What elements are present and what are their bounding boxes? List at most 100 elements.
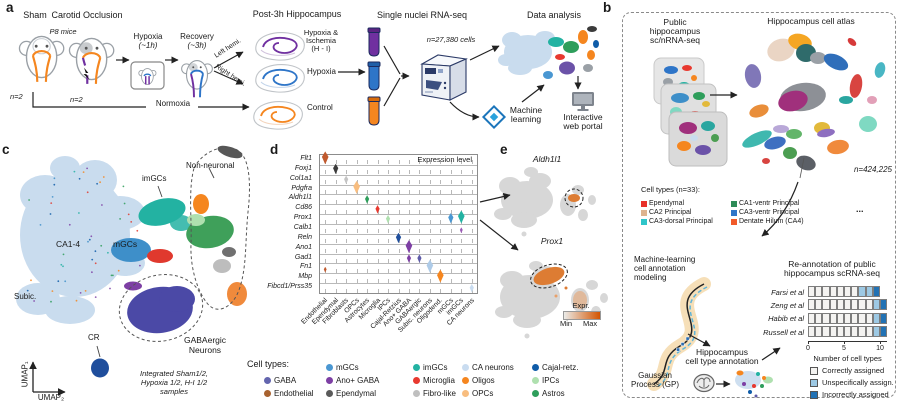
gene-label: Col1a1 [289,174,312,182]
p8-mice-label: P8 mice [49,27,77,36]
violin-baseline-tick [346,209,348,214]
violin-baseline-tick [419,170,421,175]
violin-baseline-tick [367,170,369,175]
gabaergic-label-2: Neurons [188,345,222,355]
legend-label: CA3-dorsal Principal [649,218,713,225]
violin-baseline-tick [471,249,473,254]
control-sample-label: Control [307,103,333,112]
violin-baseline-tick [356,278,358,283]
violin-glyph [375,205,380,214]
hi-label-2: Ischemia [305,36,336,45]
recovery-duration-label: (~3h) [187,41,207,50]
violin-baseline-tick [450,160,452,165]
legend-swatch [731,219,737,225]
machine-learning-label-1: Machine [509,105,543,115]
cell-type-label: Oligos [472,376,495,385]
violin-baseline-tick [367,278,369,283]
bar-legend-label: Correctly assigned [822,365,885,375]
legend-label: CA1-ventr Principal [739,200,800,207]
bar-legend-label: Unspecifically assign. [822,377,894,387]
cell-type-dot [264,390,271,397]
expression-level-title: Expression level [417,155,472,164]
violin-baseline-tick [367,229,369,234]
tube-hi-icon [367,27,381,57]
violin-baseline-tick [356,258,358,263]
violin-baseline-tick [398,160,400,165]
gene-label: Calb1 [293,224,312,231]
violin-baseline-tick [377,258,379,263]
bar-unit [880,299,888,311]
bar-unit [865,326,873,338]
violin-baseline-tick [367,258,369,263]
bar-legend-swatch [810,378,818,387]
cell-type-dot [413,377,420,384]
bar-unit [844,326,852,338]
violin-baseline-tick [325,249,327,254]
violin-baseline-tick [335,268,337,273]
n2-sham-label: n=2 [10,92,23,101]
row-separator [320,273,477,275]
violin-baseline-tick [356,249,358,254]
violin-baseline-tick [325,229,327,234]
violin-baseline-tick [335,278,337,283]
violin-baseline-tick [325,209,327,214]
violin-baseline-tick [471,199,473,204]
violin-baseline-tick [408,189,410,194]
bar-unit [815,312,823,324]
hippocampus-hi-illustration [255,32,305,61]
bar-unit [844,286,852,297]
expr-min-label: Min [560,319,573,328]
violin-baseline-tick [461,288,463,293]
recovery-step-label: Recovery [180,32,214,41]
cell-type-dot [326,364,333,371]
snrna-seq-title: Single nuclei RNA-seq [376,10,468,20]
violin-baseline-tick [367,219,369,224]
violin-baseline-tick [419,189,421,194]
violin-baseline-tick [367,268,369,273]
violin-baseline-tick [367,160,369,165]
axis-tick [808,340,809,344]
ca14-label: CA1-4 [56,239,81,249]
axis-tick [844,340,845,344]
violin-glyph [406,254,412,263]
violin-baseline-tick [398,189,400,194]
bar-unit [865,299,873,311]
bar-unit [829,299,837,311]
violin-baseline-tick [440,288,442,293]
violin-baseline-tick [429,160,431,165]
violin-baseline-tick [471,170,473,175]
violin-baseline-tick [388,278,390,283]
violin-baseline-tick [398,219,400,224]
bar-unit [858,286,866,297]
violin-glyph [469,284,474,293]
sham-title: Sham [23,10,47,20]
row-separator [320,224,477,225]
violin-baseline-tick [398,268,400,273]
violin-glyph [321,151,329,165]
violin-baseline-tick [335,239,337,244]
cell-type-dot [532,377,539,384]
violin-baseline-tick [377,189,379,194]
violin-baseline-tick [440,258,442,263]
panel-e-label: e [500,142,508,157]
legend-label: Dentate Hilum (CA4) [739,218,804,225]
bar-unit [836,286,844,297]
violin-baseline-tick [335,209,337,214]
sequencer-icon [420,54,468,101]
violin-baseline-tick [408,268,410,273]
violin-baseline-tick [356,199,358,204]
gene-label: Aldh1l1 [288,194,312,202]
gene-label: Fibcd1/Prss35 [267,283,312,291]
bar-category-label: Zeng et al [770,300,804,310]
violin-baseline-tick [377,229,379,234]
cell-types-heading: Cell types: [247,359,290,369]
violin-baseline-tick [346,239,348,244]
feature-plot-aldh1l1 [494,167,596,237]
violin-baseline-tick [356,219,358,224]
violin-baseline-tick [429,199,431,204]
legend-swatch [731,210,737,216]
legend-swatch [641,201,647,207]
reannotation-title-1: Re-annotation of public [788,259,876,269]
gene-label: Prox1 [293,214,312,222]
violin-baseline-tick [325,239,327,244]
